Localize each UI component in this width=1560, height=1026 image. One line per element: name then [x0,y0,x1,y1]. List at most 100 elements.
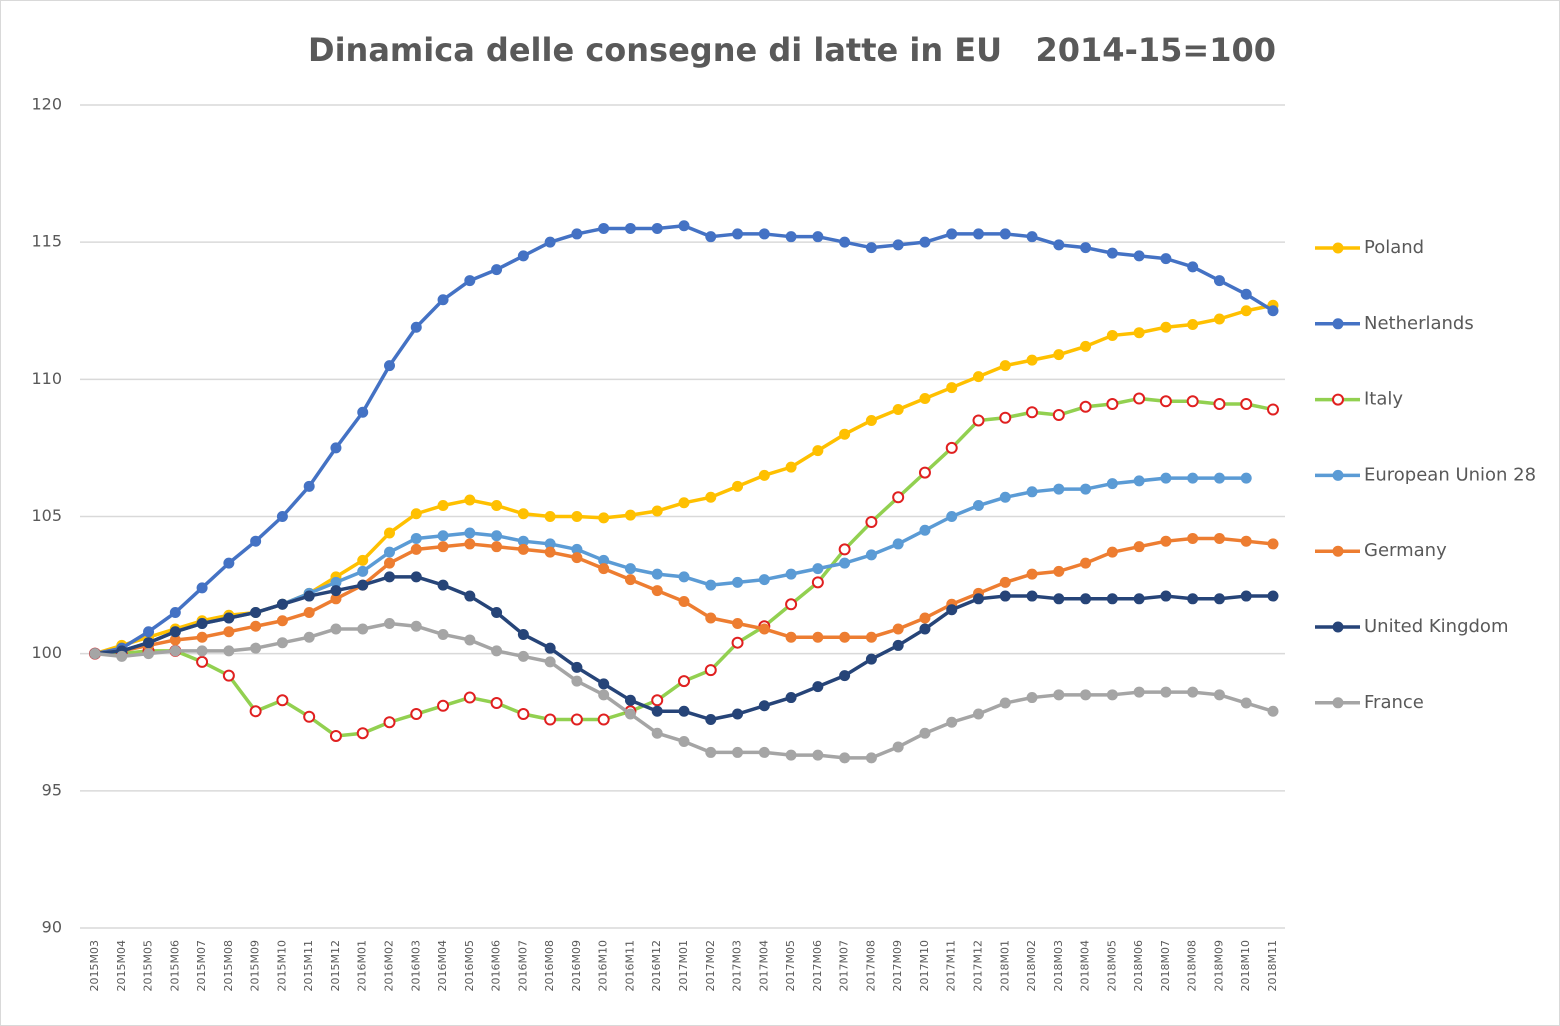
data-point [1133,541,1145,553]
data-point [571,661,583,673]
data-point [1160,590,1172,602]
data-point [945,441,958,454]
data-point [865,515,878,528]
data-point [892,741,904,753]
data-point [624,222,636,234]
data-point [678,705,690,717]
data-point [624,509,636,521]
data-point [437,579,449,591]
x-tick-label: 2015M12 [329,940,342,991]
data-point [1187,686,1199,698]
data-point [276,511,288,522]
x-tick-label: 2016M05 [463,940,476,991]
data-point [839,428,851,440]
data-point [357,406,369,418]
legend-marker [1332,697,1344,709]
data-point [544,713,557,726]
data-point [384,557,395,569]
legend-label: European Union 28 [1364,464,1536,485]
data-point [250,535,262,547]
data-point [410,571,422,583]
x-tick-label: 2016M11 [623,940,636,991]
y-tick-label: 115 [31,232,62,251]
data-point [143,626,155,638]
data-point [303,710,316,723]
data-point [544,642,556,654]
data-point [223,645,235,657]
legend-marker [1332,621,1344,633]
data-point [865,242,877,254]
data-point [464,538,476,550]
data-point [811,576,824,589]
data-point [785,231,797,243]
data-point [999,491,1011,503]
data-point [464,527,476,539]
data-point [463,691,476,704]
data-point [383,716,396,729]
data-point [196,655,209,668]
data-point [571,552,583,564]
x-tick-label: 2018M09 [1212,940,1225,991]
data-point [946,716,958,728]
data-point [678,571,690,583]
data-point [1187,593,1199,605]
x-tick-label: 2016M10 [597,940,610,991]
data-point [838,543,851,556]
x-tick-label: 2017M08 [864,940,877,991]
x-tick-label: 2015M10 [275,940,288,991]
data-point [758,623,770,635]
data-point [865,549,877,561]
x-tick-label: 2017M04 [757,940,770,991]
data-point [839,557,851,569]
y-tick-label: 100 [31,643,62,662]
data-point [972,414,985,427]
data-point [196,582,208,594]
data-point [437,628,449,640]
data-point [330,442,342,454]
data-point [1160,253,1172,265]
data-point [196,631,208,643]
data-point [651,222,663,234]
data-point [517,543,529,555]
legend-marker [1332,242,1344,254]
data-point [1080,593,1092,605]
data-point [839,752,851,764]
data-point [973,371,984,383]
data-point [1133,593,1145,605]
x-tick-label: 2018M06 [1132,940,1145,991]
data-point [973,708,984,720]
x-tick-label: 2016M03 [409,940,422,991]
data-point [517,650,529,662]
data-point [973,500,984,512]
legend-label: Poland [1364,237,1424,258]
data-point [1080,689,1092,701]
data-point [812,231,824,243]
data-point [973,593,984,605]
x-tick-label: 2018M11 [1266,940,1279,991]
data-point [437,530,449,542]
data-point [437,294,449,306]
data-point [1106,329,1118,341]
data-point [410,321,422,333]
data-point [1213,275,1225,287]
data-point [758,700,770,712]
data-point [517,250,529,262]
data-point [651,585,663,597]
data-point [946,382,958,394]
legend-label: United Kingdom [1364,616,1508,637]
data-point [276,615,288,627]
x-tick-label: 2018M05 [1105,940,1118,991]
legend-label: Italy [1364,389,1403,410]
data-point [1026,231,1038,243]
data-point [598,678,610,690]
data-point [410,543,422,555]
data-point [651,694,664,707]
data-point [624,708,636,720]
data-point [1240,590,1252,602]
data-point [1240,697,1252,709]
data-point [1106,546,1118,558]
data-point [758,228,770,240]
data-point [892,239,904,251]
data-point [732,617,744,629]
